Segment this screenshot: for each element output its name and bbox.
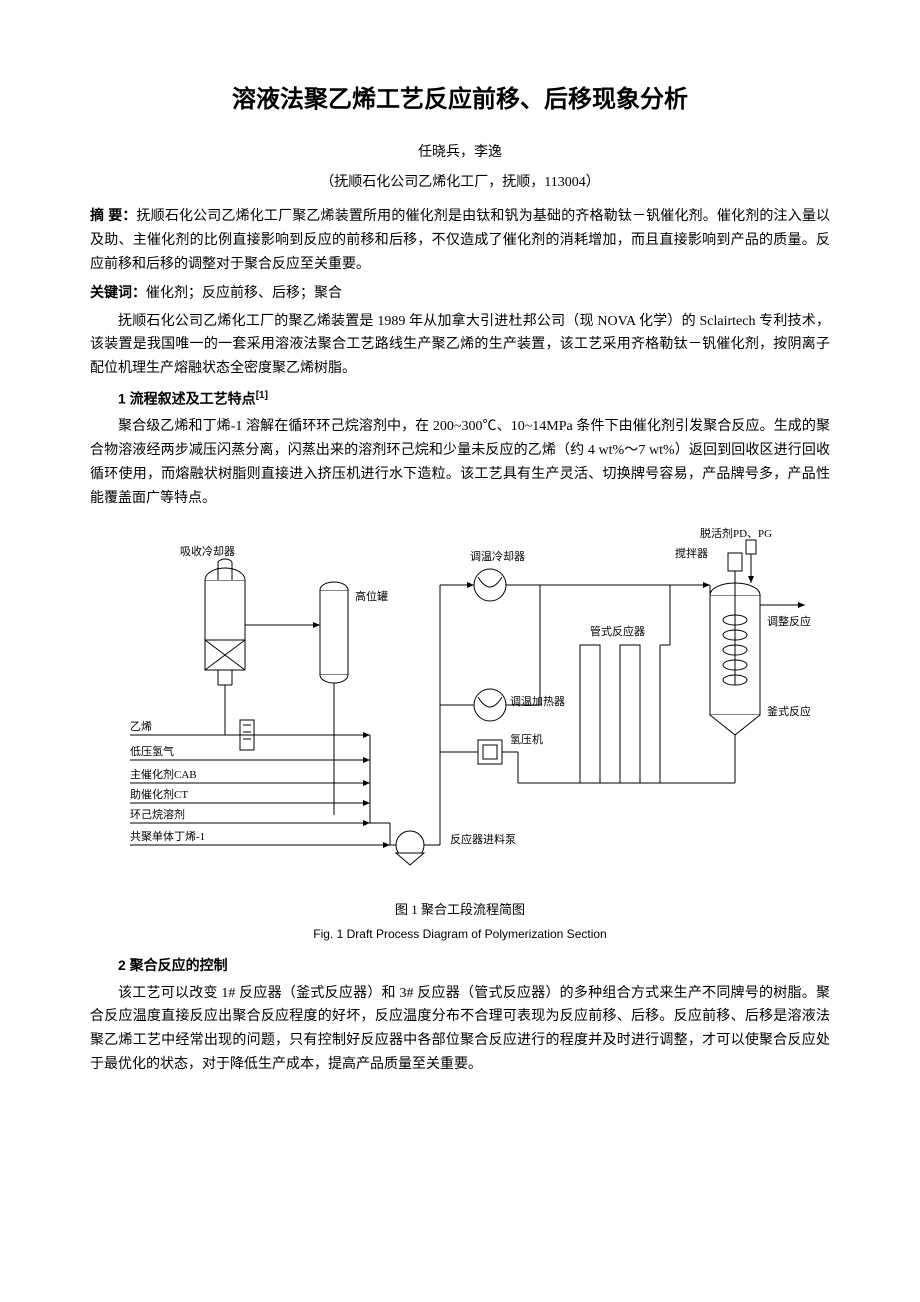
label-feed-ct: 助催化剂CT (130, 787, 188, 801)
keywords: 关键词：催化剂；反应前移、后移；聚合 (90, 281, 830, 306)
h2-compressor: 氢压机 (478, 732, 543, 764)
label-feed-butene: 共聚单体丁烯-1 (130, 829, 205, 843)
feed-manifold: 乙烯 低压氢气 主催化剂CAB 助催化剂CT 环己烷溶剂 共聚单体丁烯-1 (130, 720, 390, 845)
section-2-heading: 2 聚合反应的控制 (90, 954, 830, 978)
section-1-ref: [1] (256, 390, 268, 401)
figure-1-caption-zh: 图 1 聚合工段流程简图 (90, 899, 830, 921)
temp-cooler: 调温冷却器 (470, 550, 525, 601)
label-high-tank: 高位罐 (355, 589, 388, 603)
figure-1-caption-en: Fig. 1 Draft Process Diagram of Polymeri… (90, 924, 830, 944)
abstract-label: 摘 要： (90, 207, 137, 223)
section-1-title: 1 流程叙述及工艺特点 (118, 391, 256, 407)
label-deactivator: 脱活剂PD、PG (700, 526, 772, 540)
section-2-body: 该工艺可以改变 1# 反应器（釜式反应器）和 3# 反应器（管式反应器）的多种组… (90, 982, 830, 1077)
figure-1: 吸收冷却器 高位罐 乙烯 低压氢气 主催化剂CAB 助催化剂CT (90, 525, 830, 944)
label-feed-solvent: 环己烷溶剂 (130, 807, 185, 821)
label-adjust-reactor: 调整反应器 (767, 614, 810, 628)
abstract: 摘 要：抚顺石化公司乙烯化工厂聚乙烯装置所用的催化剂是由钛和钒为基础的齐格勒钛－… (90, 204, 830, 276)
process-diagram: 吸收冷却器 高位罐 乙烯 低压氢气 主催化剂CAB 助催化剂CT (110, 525, 810, 885)
label-feed-pump: 反应器进料泵 (450, 832, 516, 846)
absorber-cooler: 吸收冷却器 (180, 544, 245, 725)
intro-paragraph: 抚顺石化公司乙烯化工厂的聚乙烯装置是 1989 年从加拿大引进杜邦公司（现 NO… (90, 310, 830, 381)
affiliation: （抚顺石化公司乙烯化工厂，抚顺，113004） (90, 171, 830, 195)
label-stirrer: 搅拌器 (675, 546, 708, 560)
label-feed-h2: 低压氢气 (130, 744, 174, 758)
label-temp-cooler: 调温冷却器 (470, 550, 525, 563)
paper-title: 溶液法聚乙烯工艺反应前移、后移现象分析 (90, 80, 830, 121)
keywords-body: 催化剂；反应前移、后移；聚合 (146, 286, 342, 301)
label-h2-compressor: 氢压机 (510, 732, 543, 746)
abstract-body: 抚顺石化公司乙烯化工厂聚乙烯装置所用的催化剂是由钛和钒为基础的齐格勒钛－钒催化剂… (90, 209, 830, 272)
authors: 任晓兵，李逸 (90, 141, 830, 165)
keywords-label: 关键词： (90, 284, 146, 300)
label-absorber-cooler: 吸收冷却器 (180, 544, 235, 558)
high-tank: 高位罐 (320, 582, 388, 683)
kettle-reactor: 釜式反应器 搅拌器 (675, 546, 810, 735)
section-1-body: 聚合级乙烯和丁烯-1 溶解在循环环己烷溶剂中，在 200~300℃、10~14M… (90, 415, 830, 510)
label-kettle-reactor: 釜式反应器 (767, 704, 810, 718)
label-temp-heater: 调温加热器 (510, 695, 565, 708)
label-tube-reactor: 管式反应器 (590, 624, 645, 638)
label-feed-ethylene: 乙烯 (130, 720, 152, 733)
feed-pump: 反应器进料泵 (396, 831, 516, 865)
section-1-heading: 1 流程叙述及工艺特点[1] (90, 387, 830, 411)
label-feed-cab: 主催化剂CAB (130, 767, 197, 781)
tube-reactor: 管式反应器 (580, 624, 660, 783)
